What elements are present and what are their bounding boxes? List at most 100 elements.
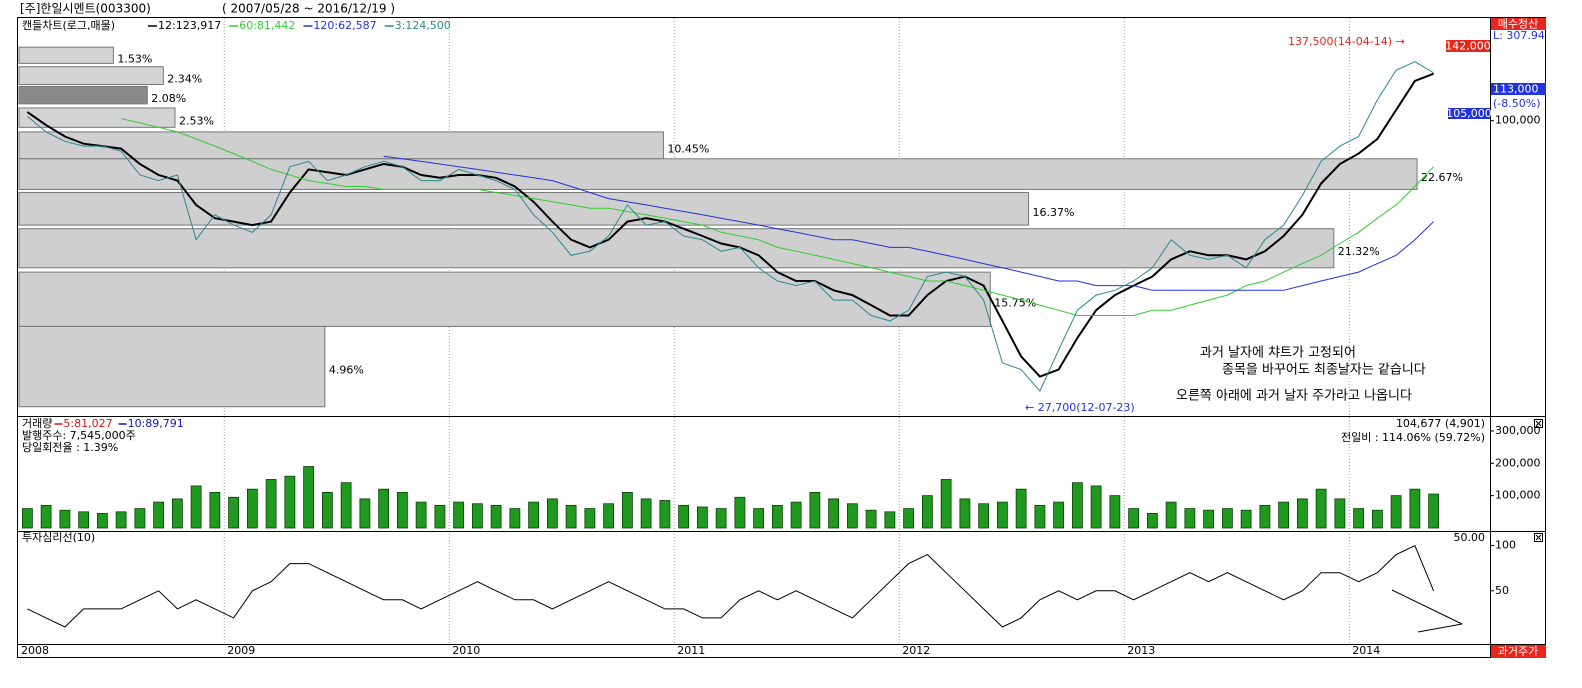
volume-bar: [1203, 509, 1215, 529]
close-icon: [1535, 534, 1542, 541]
volume-profile-label: 16.37%: [1033, 206, 1075, 219]
volume-bar: [865, 509, 877, 529]
volume-bar: [415, 501, 427, 529]
volume-profile-label: 2.34%: [167, 73, 202, 86]
panel-title: 캔들차트(로그,매물): [22, 19, 115, 32]
volume-bar: [1184, 508, 1196, 529]
volume-bar: [209, 492, 221, 529]
volume-bar: [696, 506, 708, 529]
volume-bar: [1146, 513, 1158, 529]
price-line: [383, 155, 1434, 291]
volume-bar: [1053, 501, 1065, 529]
volume-bar: [284, 475, 296, 529]
x-tick-label: 2012: [902, 644, 930, 657]
volume-bar: [1240, 509, 1252, 529]
volume-bar: [734, 496, 746, 529]
volume-bar: [528, 501, 540, 529]
volume-bar: [453, 501, 465, 529]
footer-label[interactable]: 과거주가: [1498, 645, 1538, 658]
volume-bar: [715, 508, 727, 529]
volume-bar: [771, 504, 783, 529]
volume-bar: [940, 479, 952, 529]
volume-bar: [621, 492, 633, 529]
volume-bar: [978, 503, 990, 529]
signal-box: [1491, 18, 1546, 30]
volume-bar: [434, 504, 446, 529]
stop-label: 105,000: [1446, 107, 1492, 120]
stock-title: [주]한일시멘트(003300): [20, 2, 151, 16]
volume-profile-bar: [18, 66, 164, 86]
volume-bar: [1109, 495, 1121, 529]
volume-profile-label: 2.53%: [179, 115, 214, 128]
level-label: L: 307.94: [1493, 29, 1545, 42]
legend-label: 120:62,587: [313, 19, 376, 32]
volume-bar: [265, 479, 277, 529]
volume-profile-bar: [18, 325, 326, 408]
volume-bar: [1296, 498, 1308, 529]
volume-bar: [546, 498, 558, 529]
volume-bar: [1090, 485, 1102, 529]
volume-bar: [584, 508, 596, 529]
volume-profile-label: 10.45%: [667, 142, 709, 155]
volume-bar: [659, 500, 671, 529]
volume-bar: [996, 501, 1008, 529]
volume-profile-bar: [18, 85, 148, 105]
x-tick-label: 2011: [677, 644, 705, 657]
y-tick-label: 200,000: [1495, 456, 1541, 469]
volume-bar: [1409, 488, 1421, 529]
volume-profile-bar: [18, 228, 1335, 269]
volume-bar: [1353, 508, 1365, 529]
y-tick-label: 100,000: [1495, 489, 1541, 502]
legend-label: 12:123,917: [158, 19, 221, 32]
volume-profile-bar: [18, 158, 1418, 190]
x-tick-label: 2013: [1127, 644, 1155, 657]
volume-profile-label: 2.08%: [151, 92, 186, 105]
last-label: 50.00: [1454, 531, 1486, 544]
x-tick-label: 2009: [227, 644, 255, 657]
volume-profile-bar: [18, 131, 664, 160]
volume-bar: [678, 504, 690, 529]
volume-bar: [1221, 508, 1233, 529]
volume-bar: [1128, 508, 1140, 529]
y-tick-label: 100,000: [1495, 114, 1541, 127]
volume-profile-label: 21.32%: [1338, 245, 1380, 258]
volume-bar: [246, 488, 258, 529]
signal-label: 매수청산: [1498, 18, 1538, 31]
footer-box[interactable]: [1491, 645, 1546, 658]
volume-bar: [884, 511, 896, 529]
volume-bar: [396, 492, 408, 529]
volume-bar: [153, 501, 165, 529]
price-line: [27, 61, 1434, 393]
legend-label: 5:81,027: [63, 417, 112, 430]
volume-bar: [1278, 501, 1290, 529]
change-label: (-8.50%): [1493, 97, 1541, 110]
volume-bar: [790, 501, 802, 529]
volume-bar: [59, 509, 71, 529]
panel-title: 투자심리선(10): [22, 531, 95, 544]
volume-bar: [828, 498, 840, 529]
x-tick-label: 2014: [1352, 644, 1380, 657]
last-label: 104,677 (4,901): [1396, 417, 1485, 430]
volume-bar: [1259, 504, 1271, 529]
volume-bar: [378, 488, 390, 529]
volume-bar: [40, 504, 52, 529]
last-price-box: [1491, 83, 1546, 95]
volume-bar: [509, 508, 521, 529]
outer-frame: [17, 17, 1546, 658]
volume-bar: [1071, 482, 1083, 529]
sentiment-line: [27, 544, 1435, 628]
volume-bar: [1165, 501, 1177, 529]
volume-bar: [1428, 493, 1440, 529]
volume-bar: [1315, 488, 1327, 529]
note: 종목을 바꾸어도 최종날자는 같습니다: [1222, 363, 1426, 378]
last-price-label: 113,000: [1493, 83, 1539, 96]
target-box: [1446, 40, 1490, 52]
y-tick-label: 50: [1495, 584, 1509, 597]
volume-bar: [115, 511, 127, 529]
x-tick-label: 2010: [452, 644, 480, 657]
price-line: [120, 118, 1434, 316]
y-tick-label: 100: [1495, 539, 1516, 552]
info-label: 발행주수: 7,545,000주: [22, 429, 136, 442]
y-tick-label: 300,000: [1495, 424, 1541, 437]
volume-bar: [171, 498, 183, 529]
